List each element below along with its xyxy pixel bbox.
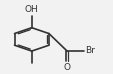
Text: Br: Br — [85, 46, 94, 55]
Text: OH: OH — [25, 5, 38, 14]
Text: O: O — [63, 63, 70, 72]
